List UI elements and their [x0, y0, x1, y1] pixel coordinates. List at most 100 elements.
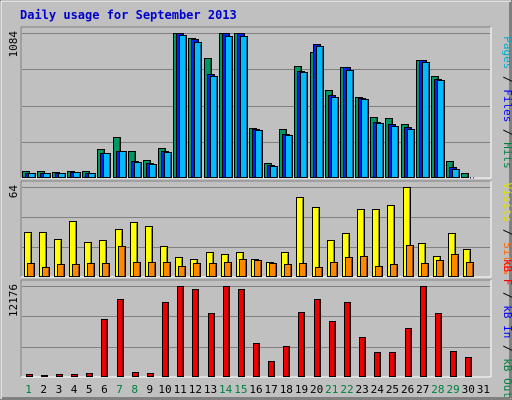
bar-pages	[437, 80, 445, 178]
x-tick-label: 12	[189, 383, 202, 396]
bar-kb-f	[389, 352, 396, 377]
bar-pages	[73, 172, 81, 178]
bar-pages	[407, 129, 415, 178]
bar-sites	[72, 264, 80, 277]
legend-item-kb-f: kB F	[501, 259, 512, 286]
bar-pages	[179, 35, 187, 178]
bar-kb-f	[374, 352, 381, 377]
bar-kb-f	[223, 286, 230, 377]
bar-pages	[300, 72, 308, 178]
bar-sites	[299, 263, 307, 277]
bar-hits	[461, 173, 469, 178]
legend-separator: /	[501, 285, 512, 305]
bar-sites	[390, 264, 398, 277]
panel-top: 1084 Pages / Files / Hits	[7, 26, 512, 179]
bar-sites	[254, 260, 262, 277]
panel-bottom: 12176 kB F / kB In / kB Out	[7, 259, 512, 398]
bar-pages	[316, 46, 324, 178]
bar-kb-f	[268, 361, 275, 377]
x-tick-label: 22	[340, 383, 353, 396]
x-tick-label: 14	[219, 383, 233, 396]
x-tick-label: 18	[280, 383, 293, 396]
bar-kb-f	[314, 299, 321, 377]
bar-sites	[224, 262, 232, 277]
legend-bottom: kB F / kB In / kB Out	[501, 259, 512, 398]
y-max-label-bottom: 12176	[7, 284, 20, 317]
legend-item-hits: Hits	[501, 142, 512, 169]
bar-pages	[422, 62, 430, 178]
bar-sites	[178, 266, 186, 277]
legend-separator: /	[501, 69, 512, 89]
x-tick-label: 20	[310, 383, 323, 396]
chart-title: Daily usage for September 2013	[20, 8, 237, 22]
x-tick-label: 4	[71, 383, 78, 396]
bar-kb-f	[405, 328, 412, 377]
bar-pages	[270, 166, 278, 178]
bar-kb-f	[162, 302, 169, 377]
legend-item-sites: Sites	[501, 242, 512, 275]
x-tick-label: 2	[40, 383, 47, 396]
bar-pages	[361, 99, 369, 178]
bar-kb-f	[253, 343, 260, 377]
bar-sites	[315, 267, 323, 277]
x-tick-label: 19	[295, 383, 308, 396]
x-tick-label: 29	[446, 383, 459, 396]
bar-pages	[376, 123, 384, 178]
bar-sites	[375, 266, 383, 277]
x-tick-label: 3	[56, 383, 63, 396]
bar-kb-f	[56, 374, 63, 377]
bar-kb-f	[147, 373, 154, 377]
bar-pages	[88, 173, 96, 178]
x-tick-label: 28	[431, 383, 444, 396]
bar-kb-f	[435, 313, 442, 377]
bar-sites	[193, 263, 201, 277]
bar-sites	[42, 267, 50, 277]
bar-pages	[391, 126, 399, 178]
bar-sites	[239, 259, 247, 277]
legend-item-visits: Visits	[501, 183, 512, 223]
legend-middle: Visits / Sites	[501, 183, 512, 276]
bar-sites	[451, 254, 459, 277]
bar-sites	[345, 257, 353, 277]
legend-separator: /	[501, 122, 512, 142]
bar-sites	[27, 263, 35, 277]
bar-kb-f	[117, 299, 124, 377]
bar-pages	[255, 130, 263, 178]
x-tick-label: 17	[265, 383, 278, 396]
bar-kb-f	[344, 302, 351, 377]
bar-kb-f	[101, 319, 108, 377]
bar-kb-f	[177, 286, 184, 377]
bar-pages	[43, 173, 51, 178]
x-tick-label: 9	[147, 383, 154, 396]
bar-sites	[406, 245, 414, 277]
x-tick-label: 7	[116, 383, 123, 396]
bar-pages	[240, 36, 248, 178]
bar-sites	[102, 263, 110, 277]
bar-pages	[331, 97, 339, 178]
x-tick-label: 16	[249, 383, 262, 396]
bar-kb-f	[298, 312, 305, 377]
bar-pages	[210, 76, 218, 178]
bar-pages	[285, 135, 293, 178]
bar-sites	[148, 262, 156, 277]
bar-sites	[421, 263, 429, 277]
legend-top: Pages / Files / Hits	[501, 36, 512, 169]
bar-kb-f	[208, 313, 215, 377]
bar-kb-f	[359, 337, 366, 377]
bar-kb-f	[132, 372, 139, 377]
bar-pages	[452, 169, 460, 178]
bar-kb-f	[329, 321, 336, 377]
x-tick-label: 5	[86, 383, 93, 396]
bar-sites	[87, 263, 95, 277]
bar-sites	[330, 262, 338, 277]
bar-kb-f	[86, 373, 93, 377]
bar-sites	[133, 262, 141, 277]
bar-sites	[269, 263, 277, 277]
bar-kb-f	[450, 351, 457, 377]
panel-middle: 64 Visits / Sites	[7, 180, 512, 278]
x-tick-label: 23	[356, 383, 369, 396]
bar-sites	[118, 246, 126, 277]
bar-pages	[134, 162, 142, 178]
bar-kb-f	[465, 357, 472, 377]
